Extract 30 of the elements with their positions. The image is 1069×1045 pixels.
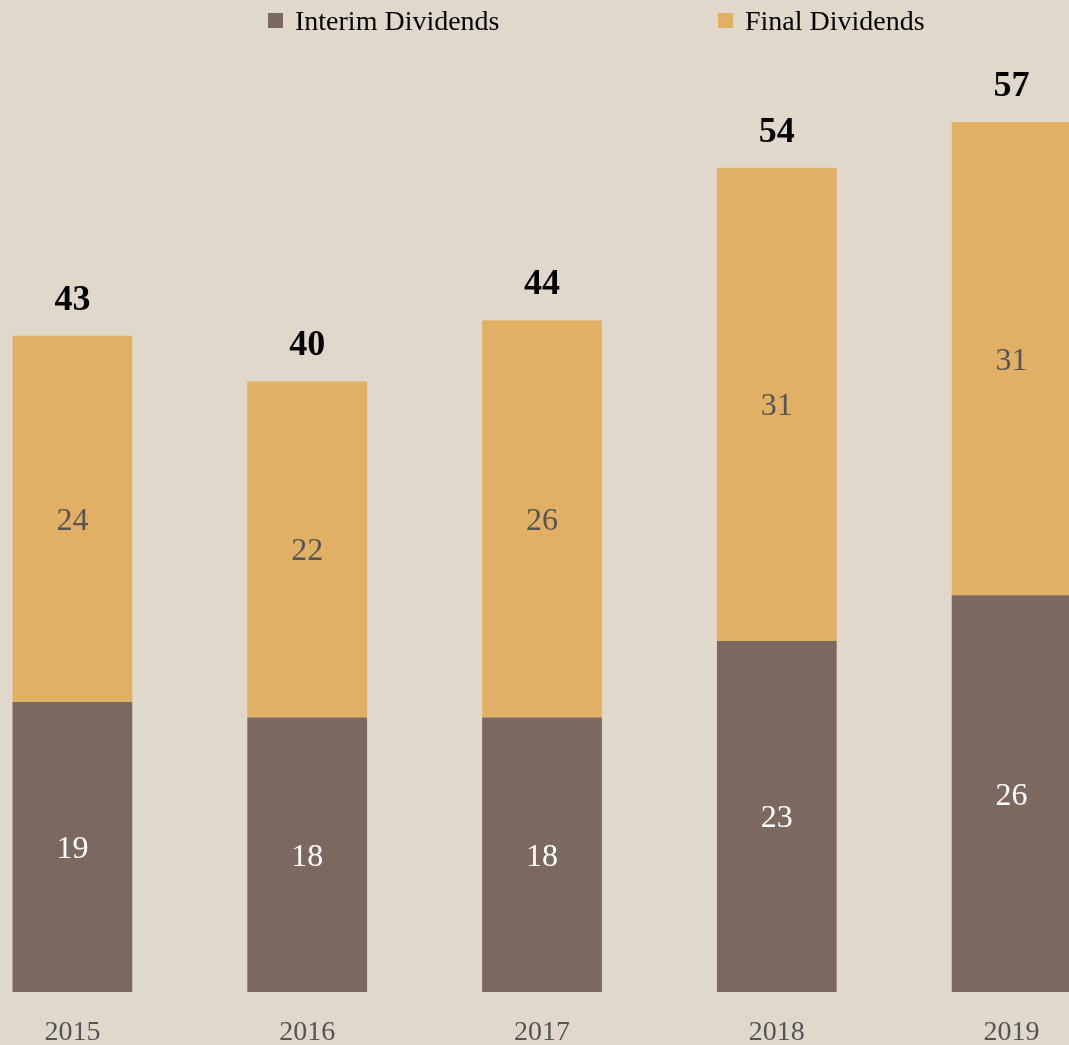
bar xyxy=(247,717,368,992)
bar xyxy=(247,381,368,718)
x-tick-label: 2017 xyxy=(514,1015,570,1045)
x-tick-label: 2018 xyxy=(748,1015,805,1045)
bar xyxy=(482,717,602,992)
total-label: 54 xyxy=(758,109,795,150)
x-tick-label: 2016 xyxy=(279,1015,336,1045)
total-label: 57 xyxy=(993,64,1030,105)
bar xyxy=(12,702,133,992)
bar xyxy=(716,167,837,641)
x-tick-label: 2015 xyxy=(44,1015,101,1045)
data-label: 24 xyxy=(56,500,89,537)
legend-label: Final Dividends xyxy=(745,5,925,36)
total-label: 43 xyxy=(54,277,91,318)
data-label: 18 xyxy=(291,836,324,873)
data-label: 22 xyxy=(291,531,324,568)
x-tick-label: 2019 xyxy=(983,1015,1040,1045)
data-label: 31 xyxy=(760,386,793,423)
data-label: 26 xyxy=(526,500,558,537)
bar xyxy=(12,335,133,703)
data-label: 19 xyxy=(56,829,89,865)
data-label: 26 xyxy=(995,775,1028,812)
data-label: 23 xyxy=(760,798,793,835)
data-label: 18 xyxy=(526,836,558,873)
bar xyxy=(716,640,837,992)
data-label: 31 xyxy=(995,340,1028,377)
total-label: 40 xyxy=(289,323,326,364)
total-label: 44 xyxy=(524,262,560,303)
bar xyxy=(482,320,602,718)
legend-label: Interim Dividends xyxy=(295,5,500,36)
